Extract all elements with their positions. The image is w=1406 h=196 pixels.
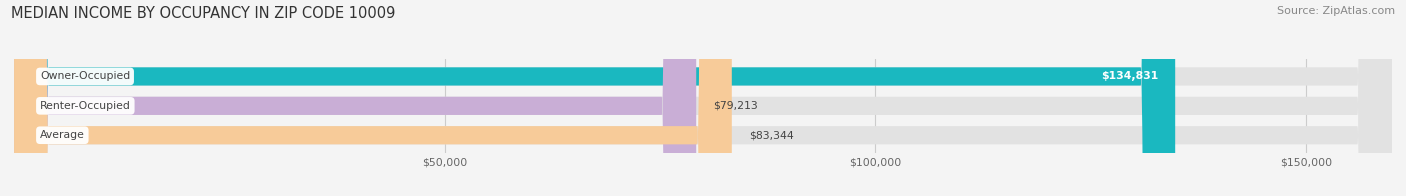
Text: Source: ZipAtlas.com: Source: ZipAtlas.com (1277, 6, 1395, 16)
FancyBboxPatch shape (14, 0, 696, 196)
FancyBboxPatch shape (14, 0, 1175, 196)
FancyBboxPatch shape (14, 0, 1392, 196)
FancyBboxPatch shape (14, 0, 731, 196)
Text: Average: Average (39, 130, 84, 140)
Text: $79,213: $79,213 (713, 101, 758, 111)
Text: Owner-Occupied: Owner-Occupied (39, 71, 131, 82)
Text: $83,344: $83,344 (749, 130, 794, 140)
Text: MEDIAN INCOME BY OCCUPANCY IN ZIP CODE 10009: MEDIAN INCOME BY OCCUPANCY IN ZIP CODE 1… (11, 6, 395, 21)
Text: Renter-Occupied: Renter-Occupied (39, 101, 131, 111)
FancyBboxPatch shape (14, 0, 1392, 196)
Text: $134,831: $134,831 (1101, 71, 1159, 82)
FancyBboxPatch shape (14, 0, 1392, 196)
